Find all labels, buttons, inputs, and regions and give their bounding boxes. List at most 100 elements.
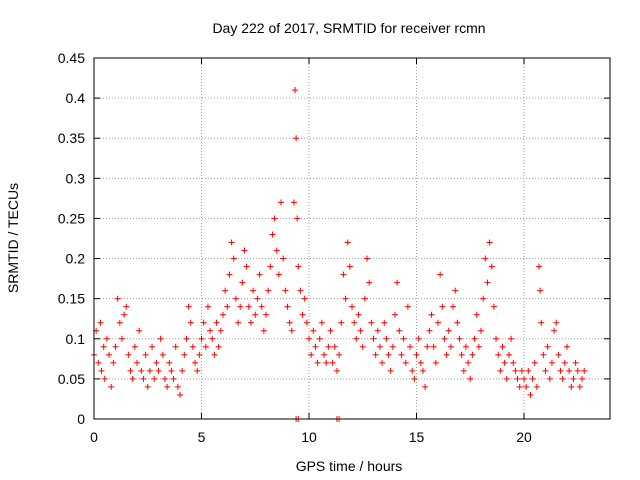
y-axis-title: SRMTID / TECUs bbox=[5, 183, 21, 293]
data-point bbox=[518, 367, 525, 374]
data-point bbox=[254, 295, 261, 302]
data-point bbox=[349, 303, 355, 310]
data-point bbox=[153, 359, 160, 366]
data-point bbox=[228, 239, 235, 246]
data-point bbox=[364, 255, 371, 262]
data-point bbox=[579, 375, 586, 382]
data-point bbox=[447, 343, 454, 350]
data-point bbox=[230, 255, 237, 262]
data-point bbox=[308, 351, 315, 358]
data-point bbox=[263, 311, 269, 318]
data-point bbox=[454, 319, 461, 326]
data-point bbox=[424, 343, 431, 350]
data-point bbox=[204, 303, 211, 310]
data-point bbox=[321, 351, 328, 358]
data-point bbox=[146, 367, 153, 374]
data-point bbox=[294, 215, 301, 222]
data-point bbox=[495, 351, 502, 358]
data-point bbox=[232, 295, 239, 302]
data-point bbox=[293, 135, 300, 142]
data-point bbox=[127, 367, 134, 374]
data-point bbox=[493, 335, 500, 342]
data-point bbox=[170, 375, 177, 382]
grid-lines bbox=[94, 58, 610, 419]
data-point bbox=[467, 375, 474, 382]
data-point bbox=[357, 327, 364, 334]
data-point bbox=[280, 255, 287, 262]
data-point bbox=[299, 311, 306, 318]
data-point bbox=[177, 391, 183, 398]
data-point bbox=[456, 335, 463, 342]
data-point bbox=[398, 351, 405, 358]
data-point bbox=[548, 359, 555, 366]
data-point bbox=[151, 375, 158, 382]
data-point bbox=[419, 367, 426, 374]
data-points bbox=[91, 87, 588, 422]
data-point bbox=[555, 351, 562, 358]
data-point bbox=[523, 383, 530, 390]
data-point bbox=[482, 255, 489, 262]
data-point bbox=[333, 367, 340, 374]
data-point bbox=[129, 375, 136, 382]
x-axis-title: GPS time / hours bbox=[296, 458, 403, 474]
data-point bbox=[439, 303, 446, 310]
data-point bbox=[250, 287, 257, 294]
data-point bbox=[239, 279, 246, 286]
y-tick-label: 0 bbox=[77, 411, 85, 427]
data-point bbox=[432, 359, 439, 366]
data-point bbox=[209, 335, 216, 342]
data-point bbox=[353, 335, 360, 342]
data-point bbox=[462, 343, 469, 350]
data-point bbox=[445, 327, 452, 334]
data-point bbox=[136, 327, 143, 334]
data-point bbox=[394, 279, 401, 286]
data-point bbox=[172, 343, 179, 350]
data-point bbox=[310, 327, 317, 334]
data-point bbox=[121, 311, 128, 318]
data-point bbox=[303, 319, 310, 326]
data-point bbox=[458, 351, 465, 358]
data-point bbox=[207, 327, 214, 334]
data-point bbox=[187, 319, 194, 326]
data-point bbox=[521, 375, 527, 382]
data-point bbox=[118, 335, 125, 342]
data-point bbox=[318, 319, 325, 326]
data-point bbox=[501, 359, 508, 366]
data-point bbox=[269, 231, 276, 238]
data-point bbox=[372, 351, 379, 358]
data-point bbox=[116, 319, 123, 326]
y-tick-label: 0.05 bbox=[58, 371, 85, 387]
data-point bbox=[450, 303, 457, 310]
data-point bbox=[174, 383, 181, 390]
x-tick-label: 15 bbox=[409, 429, 425, 445]
data-point bbox=[536, 263, 543, 270]
data-point bbox=[340, 271, 347, 278]
data-point bbox=[374, 327, 381, 334]
data-point bbox=[475, 343, 482, 350]
data-point bbox=[540, 351, 547, 358]
data-point bbox=[368, 319, 375, 326]
data-point bbox=[503, 375, 510, 382]
data-point bbox=[422, 383, 429, 390]
data-point bbox=[351, 319, 358, 326]
data-point bbox=[379, 359, 386, 366]
data-point bbox=[512, 367, 519, 374]
data-point bbox=[404, 303, 411, 310]
chart-title: Day 222 of 2017, SRMTID for receiver rcm… bbox=[212, 20, 485, 36]
data-point bbox=[286, 319, 293, 326]
data-point bbox=[194, 367, 201, 374]
data-point bbox=[142, 351, 149, 358]
y-tick-labels: 0 0.05 0.1 0.15 0.2 0.25 0.3 0.35 0.4 0.45 bbox=[58, 50, 85, 427]
data-point bbox=[278, 199, 285, 206]
data-point bbox=[428, 311, 435, 318]
data-point bbox=[508, 335, 515, 342]
data-point bbox=[213, 319, 220, 326]
y-tick-label: 0.1 bbox=[66, 331, 86, 347]
data-point bbox=[576, 383, 583, 390]
data-point bbox=[192, 359, 199, 366]
data-point bbox=[366, 279, 373, 286]
data-point bbox=[215, 343, 222, 350]
data-point bbox=[402, 359, 409, 366]
data-point bbox=[211, 351, 218, 358]
data-point bbox=[359, 343, 366, 350]
